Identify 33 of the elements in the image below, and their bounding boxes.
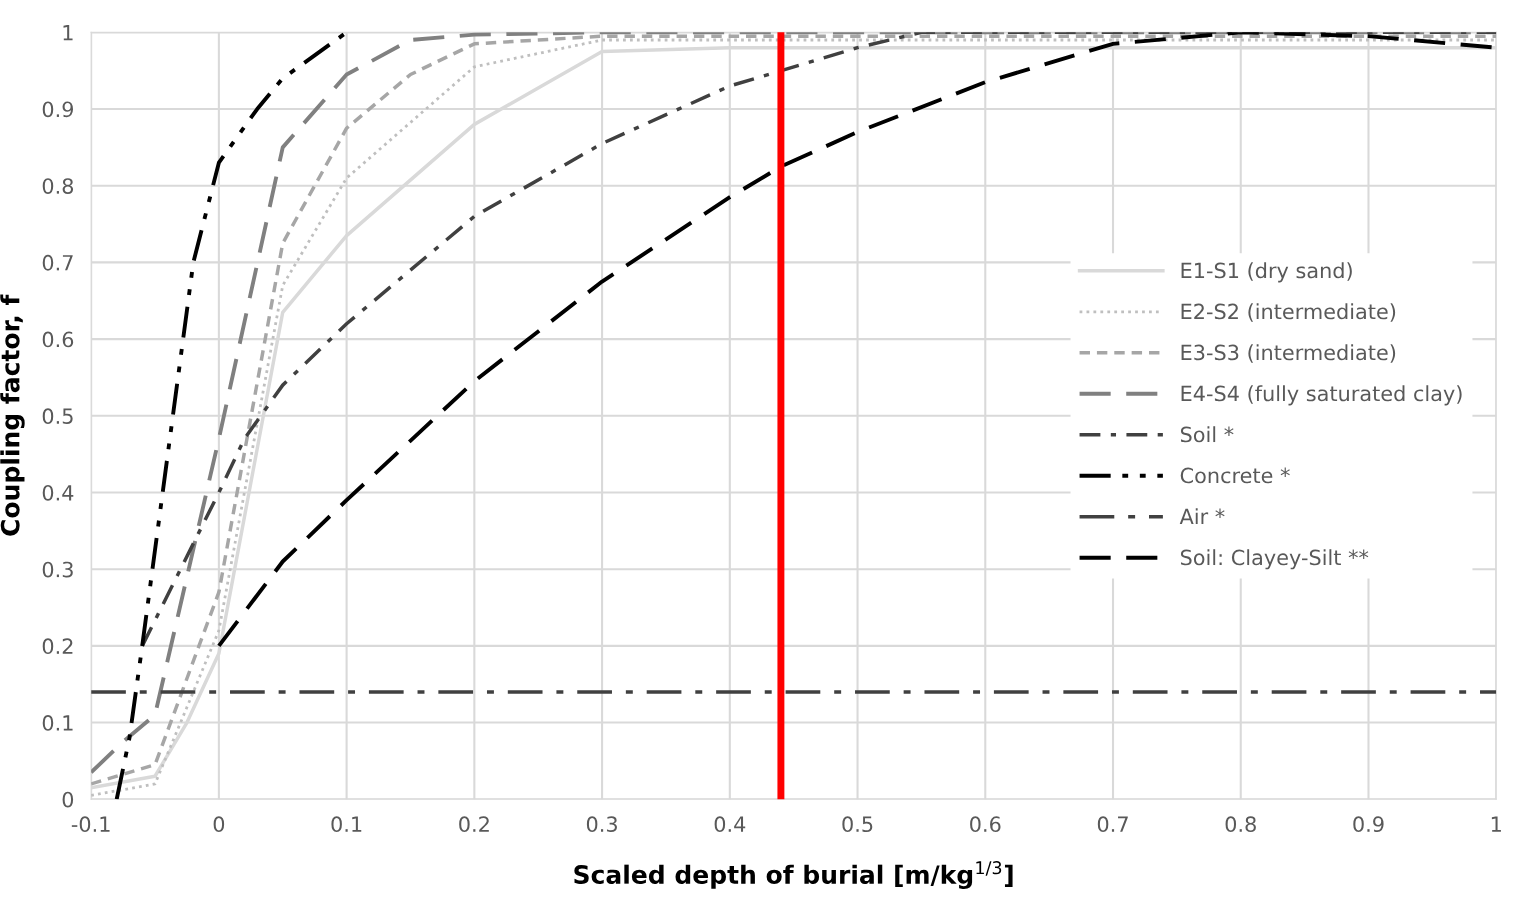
legend-label: E3-S3 (intermediate) xyxy=(1181,344,1396,363)
x-tick-label: 0.4 xyxy=(714,816,746,833)
legend-label: Soil * xyxy=(1180,426,1234,443)
x-tick-label: 0.2 xyxy=(459,816,489,833)
y-tick-label: 0.3 xyxy=(42,561,73,578)
y-tick-label: 0.9 xyxy=(42,101,74,118)
x-tick-label: 0.3 xyxy=(586,816,617,833)
y-tick-label: 0.7 xyxy=(42,254,73,271)
legend-label: Air * xyxy=(1179,508,1225,525)
y-tick-label: 1 xyxy=(63,25,73,41)
legend-label: E4-S4 (fully saturated clay) xyxy=(1181,385,1462,406)
legend-label: Soil: Clayey-Silt ** xyxy=(1180,549,1369,570)
legend-label: E1-S1 (dry sand) xyxy=(1181,262,1352,283)
y-tick-label: 0.2 xyxy=(42,638,73,655)
x-tick-label: 0 xyxy=(213,816,225,833)
x-tick-label: 0.7 xyxy=(1097,816,1128,833)
x-tick-label: 0.6 xyxy=(970,816,1001,833)
y-tick-label: 0 xyxy=(62,791,74,808)
x-tick-label: 1 xyxy=(1491,816,1501,832)
y-tick-label: 0.8 xyxy=(42,178,74,194)
y-tick-label: 0.6 xyxy=(42,331,74,348)
y-tick-label: 0.4 xyxy=(42,484,74,501)
x-tick-label: 0.8 xyxy=(1225,816,1256,833)
y-tick-label: 0.1 xyxy=(42,715,73,731)
x-axis-title: Scaled depth of burial [m/kg$^{1/3}$] xyxy=(574,861,1013,890)
x-tick-label: 0.5 xyxy=(842,816,873,833)
legend-label: E2-S2 (intermediate) xyxy=(1181,303,1396,322)
y-tick-label: 0.5 xyxy=(42,408,73,425)
x-tick-label: -0.1 xyxy=(71,816,110,833)
legend-label: Concrete * xyxy=(1180,467,1290,484)
x-tick-label: 0.9 xyxy=(1353,816,1384,833)
y-axis-title: Coupling factor, f xyxy=(0,294,25,536)
x-tick-label: 0.1 xyxy=(331,816,362,833)
